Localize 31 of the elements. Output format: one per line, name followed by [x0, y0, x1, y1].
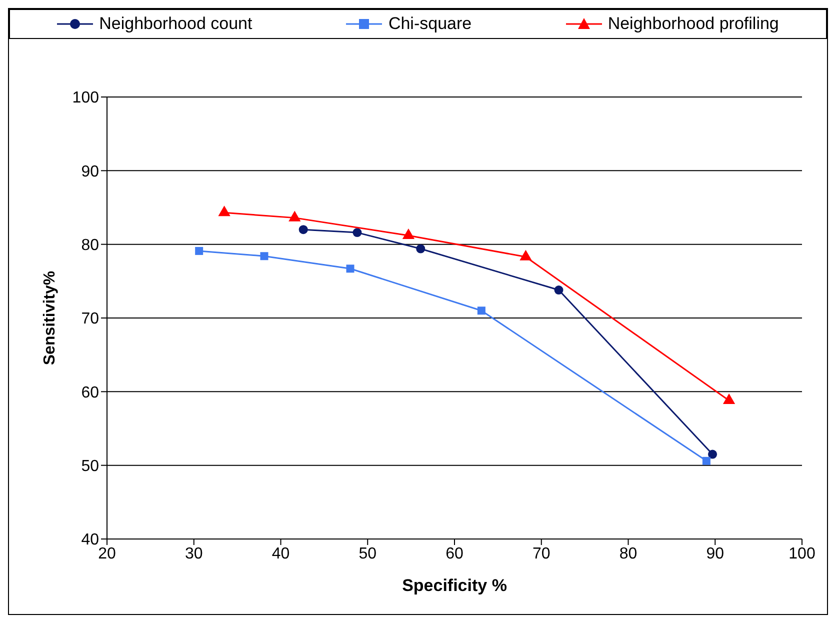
x-tick-label: 70 [532, 545, 550, 562]
point [346, 264, 354, 273]
legend-label: Neighborhood count [99, 14, 252, 34]
x-tick-label: 80 [619, 545, 638, 562]
point [352, 228, 362, 238]
y-tick-label: 100 [72, 90, 100, 107]
point [260, 252, 268, 260]
legend-label: Neighborhood profiling [608, 14, 779, 34]
x-tick-label: 60 [446, 545, 464, 562]
y-tick-label: 50 [81, 458, 100, 476]
legend-label: Chi-square [388, 14, 472, 34]
y-tick-label: 40 [81, 532, 100, 549]
point [298, 225, 308, 234]
point [708, 450, 718, 459]
y-axis-title: Sensitivity% [42, 270, 59, 366]
point [477, 306, 486, 315]
y-tick-label: 70 [81, 310, 100, 328]
x-tick-label: 20 [98, 545, 116, 562]
x-tick-label: 50 [358, 545, 377, 562]
x-tick-label: 100 [788, 545, 816, 562]
point [416, 244, 426, 254]
x-tick-label: 30 [184, 545, 203, 562]
y-tick-label: 90 [81, 163, 100, 180]
point [702, 456, 710, 465]
y-tick-label: 80 [81, 237, 100, 254]
x-tick-label: 90 [706, 545, 724, 562]
x-axis-title: Specificity % [402, 576, 507, 595]
point [554, 286, 564, 295]
point [195, 246, 204, 255]
y-tick-label: 60 [81, 384, 100, 402]
x-tick-label: 40 [272, 545, 290, 562]
